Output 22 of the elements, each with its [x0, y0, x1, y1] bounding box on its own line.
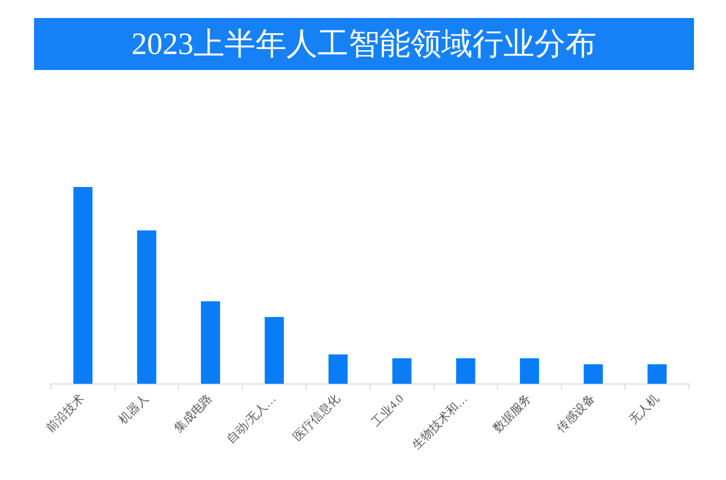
bar — [648, 364, 667, 384]
bar — [584, 364, 603, 384]
bar — [73, 187, 92, 384]
x-tick-label: 传感设备 — [554, 391, 598, 436]
x-tick-label: 工业4.0 — [368, 391, 406, 429]
x-tick-label: 前沿技术 — [43, 391, 88, 436]
bar — [137, 230, 156, 384]
bar — [392, 358, 412, 384]
bar — [200, 301, 220, 384]
x-tick-label: 数据服务 — [490, 391, 534, 436]
x-tick-label: 医疗信息化 — [290, 391, 342, 444]
x-tick-label: 集成电路 — [171, 391, 215, 436]
x-tick-label: 无人机 — [626, 391, 662, 427]
bar — [520, 358, 540, 384]
x-tick-label: 生物技术和… — [409, 391, 470, 452]
bar — [328, 354, 348, 384]
x-tick-label: 自动/无人… — [224, 391, 279, 446]
title-banner: 2023上半年人工智能领域行业分布 — [34, 18, 694, 70]
bar — [264, 316, 284, 384]
chart-title: 2023上半年人工智能领域行业分布 — [132, 26, 596, 62]
x-tick-label: 机器人 — [116, 391, 152, 427]
bar — [456, 358, 476, 384]
